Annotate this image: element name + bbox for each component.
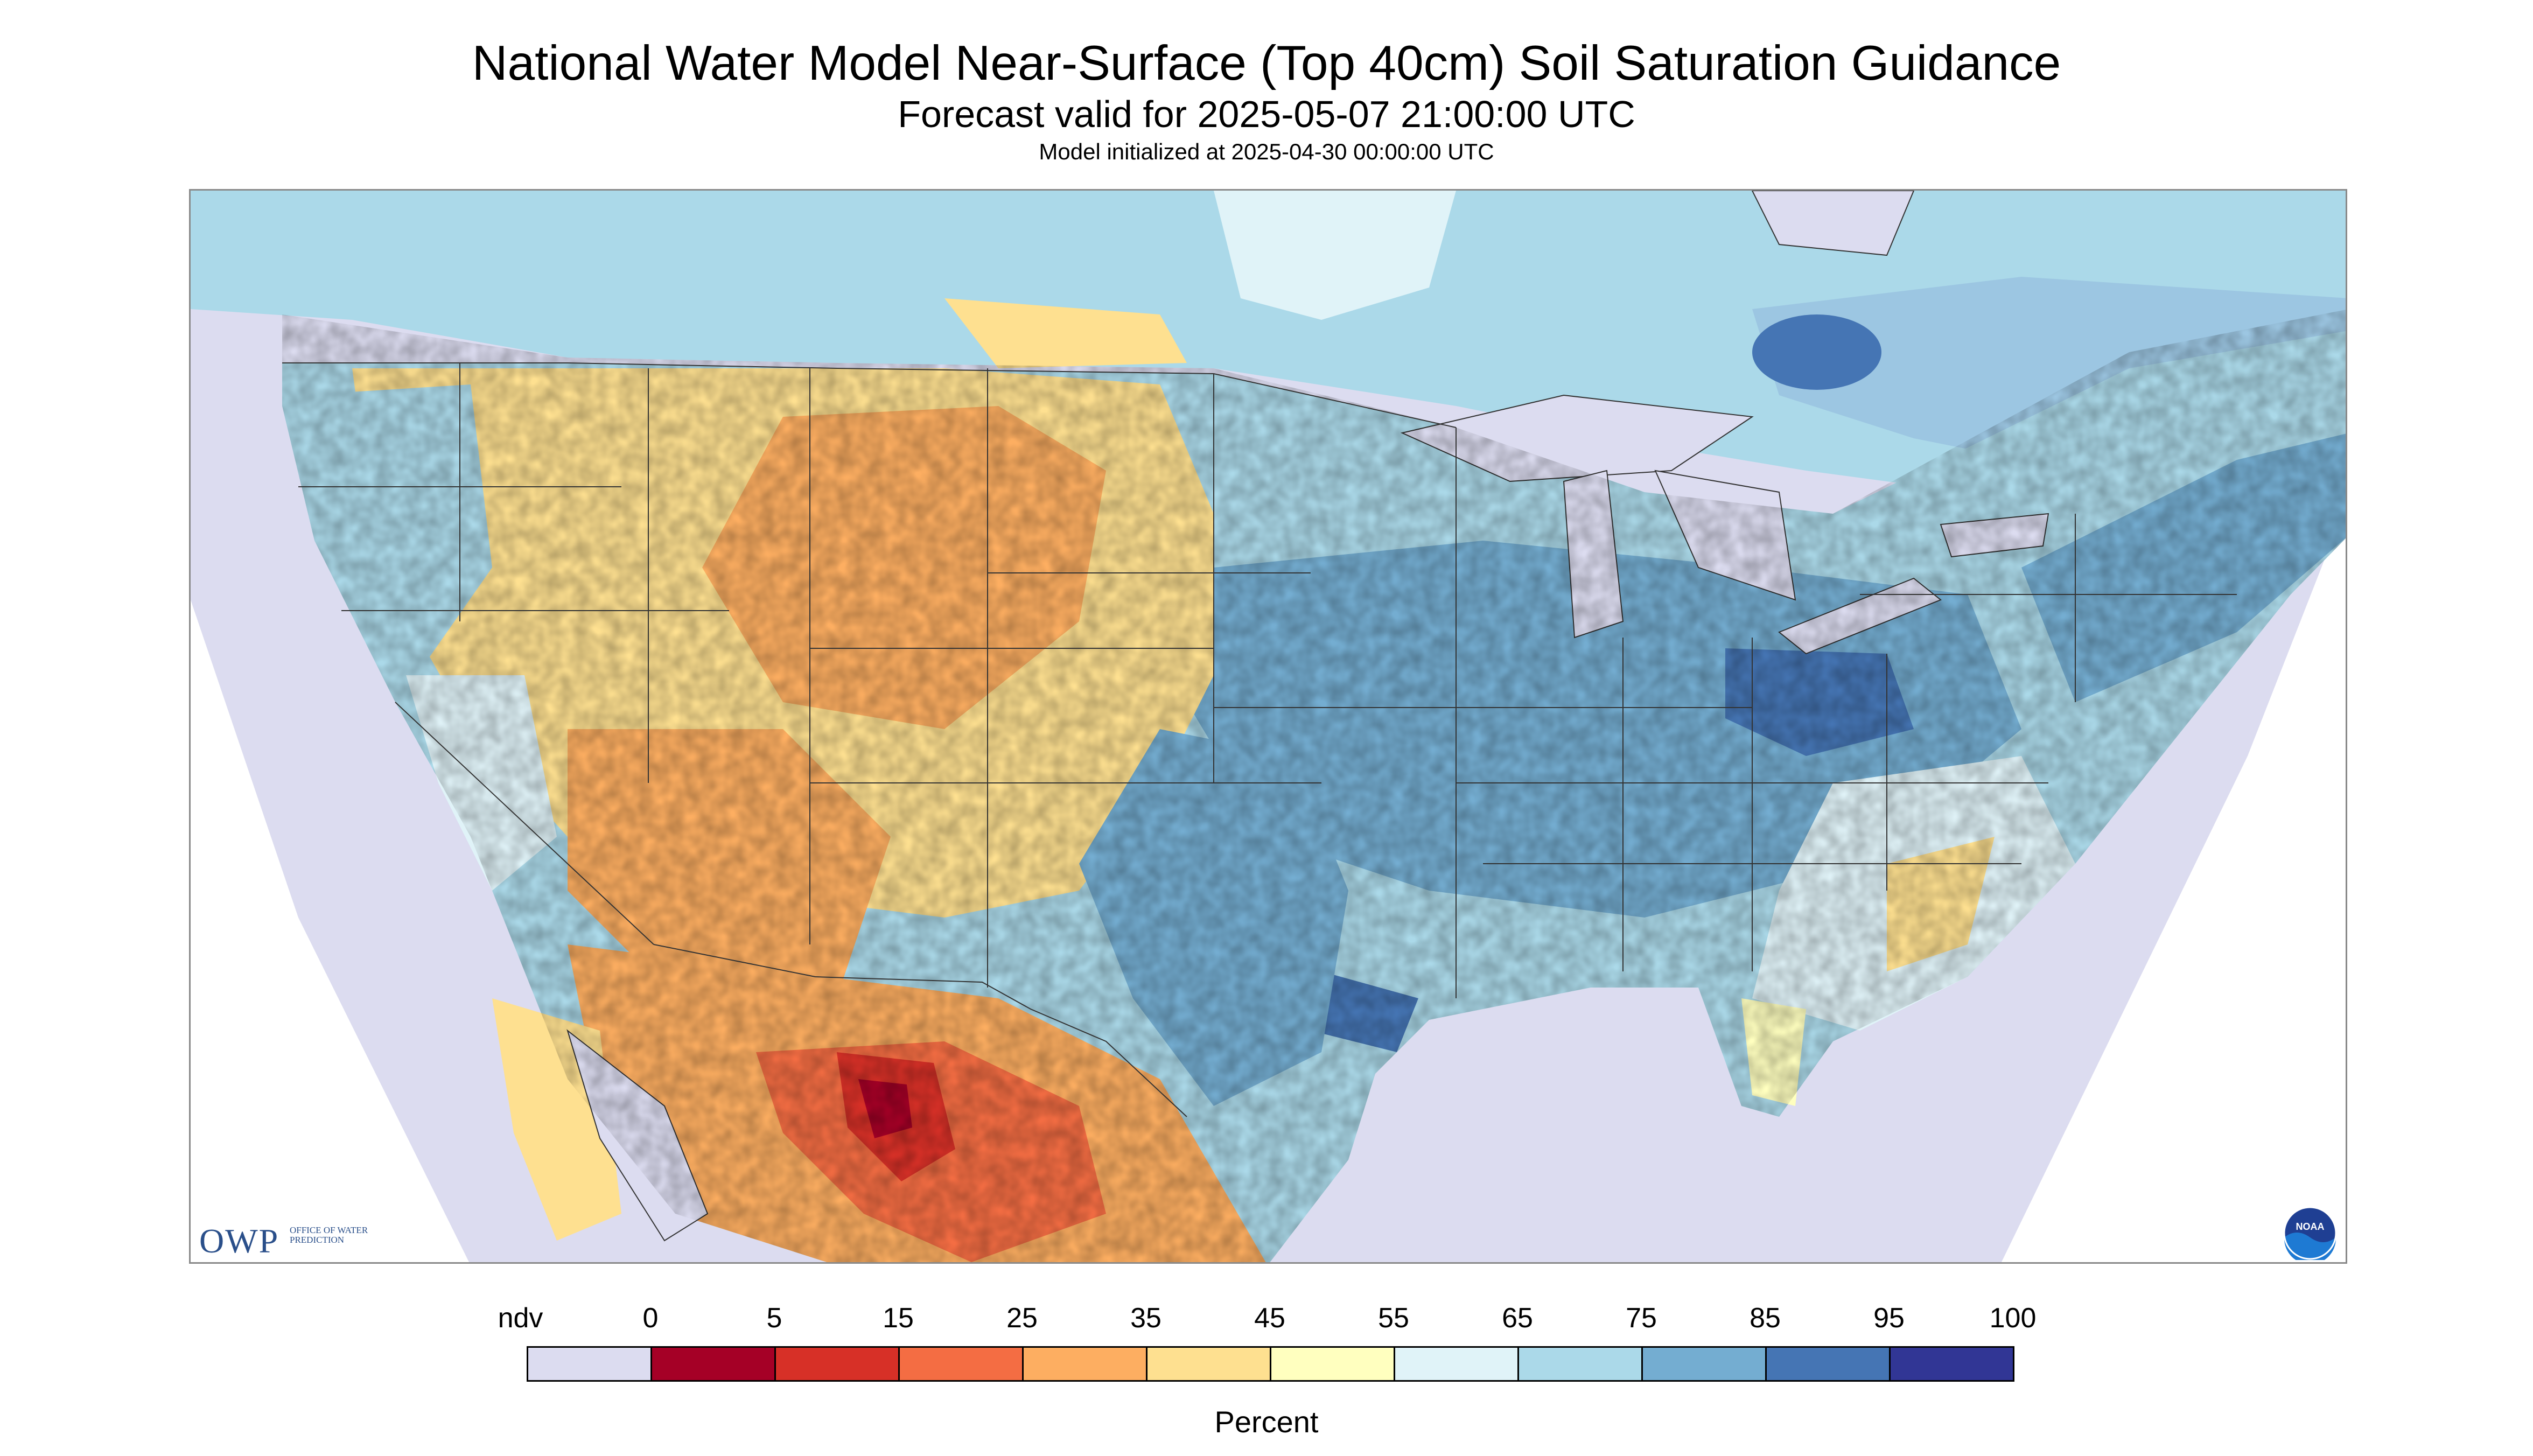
us-mexico-border xyxy=(653,944,1187,1117)
colorbar-tick-label: 75 xyxy=(1626,1303,1657,1334)
canada-region xyxy=(191,191,2346,524)
canada-wet-spot xyxy=(1752,314,1881,390)
colorbar-tick-label: 0 xyxy=(642,1303,659,1334)
colorbar-cell xyxy=(1765,1346,1891,1382)
map-title: National Water Model Near-Surface (Top 4… xyxy=(472,36,2061,90)
colorbar-tick-label: 100 xyxy=(1989,1303,2037,1334)
colorbar-cell xyxy=(898,1346,1024,1382)
colorbar-cell xyxy=(650,1346,776,1382)
colorbar-tick-label: 45 xyxy=(1254,1303,1285,1334)
colorbar-tick-label: ndv xyxy=(498,1303,543,1334)
prairie-dry-area xyxy=(944,298,1187,368)
state-line xyxy=(395,702,654,945)
colorbar-tick-label: 95 xyxy=(1873,1303,1905,1334)
colorbar-tick-label: 25 xyxy=(1006,1303,1038,1334)
owp-logo: OWP OFFICE OF WATER PREDICTION xyxy=(199,1222,372,1260)
colorbar-cell xyxy=(1146,1346,1271,1382)
noaa-emblem-icon: NOAA xyxy=(2283,1206,2337,1264)
colorbar-cell xyxy=(1889,1346,2014,1382)
colorbar-cell xyxy=(1517,1346,1643,1382)
colorbar-cell xyxy=(1270,1346,1395,1382)
colorbar-cell xyxy=(527,1346,652,1382)
model-init-line: Model initialized at 2025-04-30 00:00:00… xyxy=(1039,139,1494,164)
forecast-valid-subtitle: Forecast valid for 2025-05-07 21:00:00 U… xyxy=(898,93,1635,135)
colorbar-tick-label: 5 xyxy=(766,1303,782,1334)
us-canada-border xyxy=(282,362,1457,428)
hudson-bay-portion xyxy=(1751,191,1915,256)
state-line xyxy=(810,782,988,988)
noaa-logo-icon: NOAA xyxy=(2283,1206,2337,1264)
colorbar-tick-label: 55 xyxy=(1378,1303,1409,1334)
colorbar-cell xyxy=(774,1346,900,1382)
colorbar-tick-label: 15 xyxy=(883,1303,914,1334)
colorbar-cell xyxy=(1641,1346,1767,1382)
colorbar-units-label: Percent xyxy=(1214,1405,1319,1439)
soil-saturation-map xyxy=(189,189,2347,1264)
colorbar-tick-label: 35 xyxy=(1130,1303,1161,1334)
map-canvas xyxy=(191,191,2346,1262)
projection-edge-right xyxy=(2001,506,2346,1262)
noaa-logo-text: NOAA xyxy=(2296,1221,2325,1232)
canada-moderate-area xyxy=(1214,191,1456,320)
owp-logo-subtitle: OFFICE OF WATER PREDICTION xyxy=(290,1225,368,1245)
owp-logo-letters: OWP xyxy=(199,1222,279,1260)
projection-edge-left xyxy=(191,600,470,1262)
colorbar-cell xyxy=(1022,1346,1147,1382)
colorbar-tick-label: 65 xyxy=(1502,1303,1533,1334)
colorbar-tick-label: 85 xyxy=(1750,1303,1781,1334)
colorbar-cell xyxy=(1394,1346,1519,1382)
boundary-lines xyxy=(282,362,2237,1117)
colorbar-legend xyxy=(527,1346,2014,1385)
